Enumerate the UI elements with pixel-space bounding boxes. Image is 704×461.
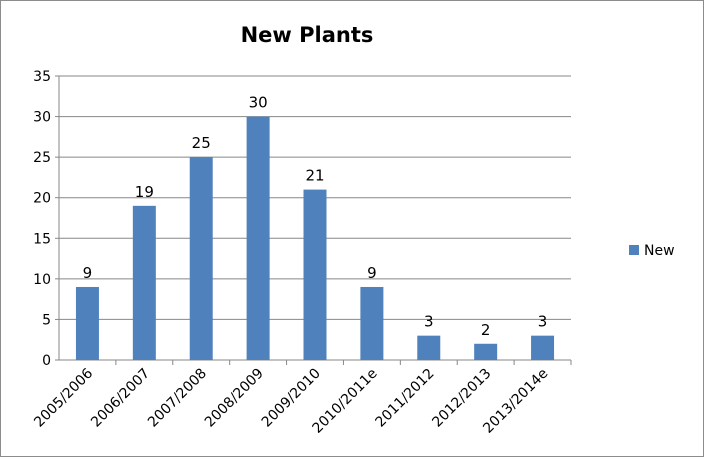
x-tick-label: 2011/2012 — [373, 366, 438, 431]
bars — [75, 116, 555, 360]
x-tick-label: 2007/2008 — [145, 366, 210, 431]
bar-2009/2010 — [303, 189, 327, 360]
data-label: 19 — [135, 183, 154, 201]
bar-2007/2008 — [189, 157, 213, 360]
x-tick-label: 2008/2009 — [202, 366, 267, 431]
y-tick-labels: 0 5 10 15 20 25 30 35 — [33, 69, 51, 369]
data-label: 3 — [424, 313, 434, 331]
data-label: 9 — [83, 264, 93, 282]
bar-2012/2013 — [474, 343, 498, 360]
y-tick-label: 5 — [42, 312, 51, 328]
bar-2010/2011e — [360, 286, 384, 360]
x-tick-label: 2006/2007 — [88, 366, 153, 431]
y-tick-label: 0 — [42, 353, 51, 369]
y-tick-label: 30 — [33, 110, 51, 126]
y-tick-label: 25 — [33, 150, 51, 166]
legend: New — [629, 243, 675, 259]
data-label: 25 — [192, 134, 211, 152]
data-label: 3 — [538, 313, 548, 331]
bar-2006/2007 — [132, 205, 156, 360]
y-tick-label: 10 — [33, 272, 51, 288]
data-label: 9 — [367, 264, 377, 282]
bar-2011/2012 — [417, 335, 441, 360]
x-tick-label: 2005/2006 — [31, 365, 96, 430]
y-tick-label: 20 — [33, 191, 51, 207]
legend-swatch-new — [629, 245, 639, 255]
bar-2008/2009 — [246, 116, 270, 360]
data-label: 2 — [481, 321, 491, 339]
chart-title: New Plants — [241, 23, 374, 47]
bar-2013/2014e — [531, 335, 555, 360]
y-tick-label: 35 — [33, 69, 51, 85]
x-tick-labels: 2005/20062006/20072007/20082008/20092009… — [31, 365, 551, 436]
data-label: 30 — [249, 94, 268, 112]
legend-label-new: New — [644, 243, 675, 259]
data-labels: 9 19 25 30 21 9 3 2 3 — [83, 94, 548, 339]
y-tick-label: 15 — [33, 231, 51, 247]
bar-2005/2006 — [75, 286, 99, 360]
data-label: 21 — [305, 167, 324, 185]
